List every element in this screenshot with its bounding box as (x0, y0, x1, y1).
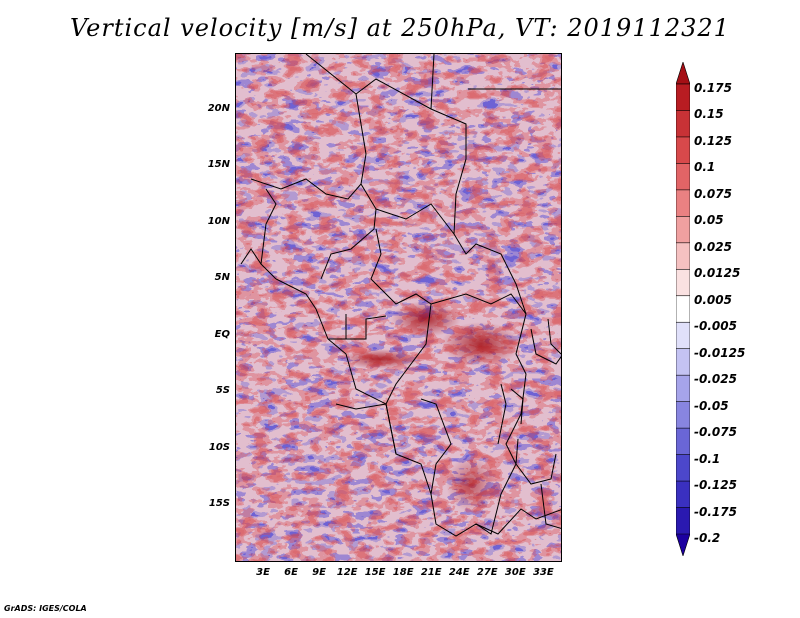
ascent-maximum-central (391, 301, 461, 337)
colorbar-label: -0.175 (694, 504, 737, 519)
colorbar-swatch (675, 427, 691, 456)
colorbar-label: -0.0125 (694, 345, 746, 360)
lat-tick-label: 15S (208, 498, 230, 510)
colorbar-swatch (675, 163, 691, 191)
footer-credit: GrADS: IGES/COLA (4, 604, 87, 613)
lon-tick-label: 9E (312, 567, 326, 578)
lat-tick-label: 10S (208, 441, 230, 453)
colorbar-swatch (675, 401, 691, 429)
colorbar-swatch (675, 83, 691, 112)
colorbar-label: -0.125 (694, 478, 737, 493)
lon-tick-label: 27E (476, 567, 498, 578)
colorbar-label: 0.125 (694, 133, 732, 148)
colorbar (675, 61, 691, 557)
colorbar-swatch (675, 268, 691, 297)
lat-tick-label: 5S (215, 385, 230, 397)
ascent-band-west (341, 349, 421, 369)
colorbar-swatch (675, 61, 691, 85)
colorbar-label: -0.2 (694, 531, 721, 545)
colorbar-label: -0.075 (694, 425, 737, 440)
colorbar-swatch (675, 242, 691, 271)
lon-tick-label: 3E (256, 567, 270, 578)
colorbar-label: 0.1 (694, 160, 716, 175)
colorbar-label: 0.15 (694, 107, 724, 122)
lon-tick-label: 33E (532, 567, 554, 578)
colorbar-swatch (675, 295, 691, 324)
colorbar-label: 0.175 (694, 81, 732, 95)
field-red-noise (236, 54, 561, 561)
lat-tick-label: 15N (207, 159, 230, 171)
colorbar-swatch (675, 321, 691, 350)
lon-tick-label: 21E (420, 567, 442, 578)
lon-tick-label: 15E (364, 567, 386, 578)
colorbar-swatch (675, 374, 691, 403)
colorbar-swatch (675, 110, 691, 138)
colorbar-swatch (675, 454, 691, 482)
chart-title: Vertical velocity [m/s] at 250hPa, VT: 2… (70, 14, 730, 42)
lon-tick-label: 18E (392, 567, 414, 578)
colorbar-swatch (675, 348, 691, 376)
lat-tick-label: 5N (214, 272, 230, 284)
map-panel[interactable] (235, 53, 562, 562)
lat-tick-label: 10N (207, 215, 230, 227)
country-borders (240, 54, 561, 537)
ascent-maximum-east (441, 322, 521, 366)
colorbar-label: -0.025 (694, 372, 737, 387)
lon-tick-label: 12E (336, 567, 358, 578)
colorbar-label: 0.005 (694, 292, 732, 307)
lat-tick-label: EQ (214, 328, 230, 340)
vertical-velocity-field (236, 54, 561, 561)
lon-tick-label: 24E (448, 567, 470, 578)
colorbar-swatch (675, 507, 691, 535)
colorbar-swatches (675, 61, 691, 557)
colorbar-label: 0.075 (694, 186, 732, 201)
colorbar-label: 0.0125 (694, 266, 741, 281)
colorbar-swatch (675, 533, 691, 557)
colorbar-label: 0.05 (694, 213, 724, 228)
colorbar-label: -0.005 (694, 319, 737, 334)
lat-tick-label: 20N (207, 102, 230, 114)
colorbar-swatch (675, 216, 691, 244)
lon-tick-label: 30E (504, 567, 526, 578)
colorbar-swatch (675, 136, 691, 165)
colorbar-swatch (675, 480, 691, 509)
lon-tick-label: 6E (284, 567, 298, 578)
ascent-area-south (446, 456, 496, 512)
colorbar-swatch (675, 189, 691, 218)
colorbar-label: 0.025 (694, 239, 732, 254)
colorbar-label: -0.1 (694, 451, 721, 466)
colorbar-label: -0.05 (694, 398, 729, 413)
